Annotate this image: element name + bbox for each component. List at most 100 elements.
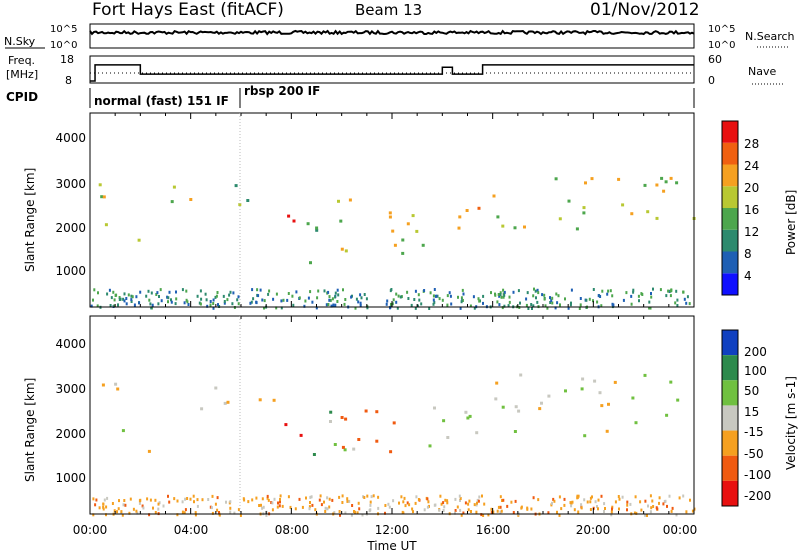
velocity-cell [350, 513, 353, 517]
power-colorbar-swatch [722, 273, 738, 295]
velocity-cell [117, 507, 120, 511]
power-cell [630, 212, 634, 216]
x-axis-labels: 00:00 04:00 08:00 12:00 16:00 20:00 00:0… [73, 523, 698, 537]
velocity-cell [520, 505, 523, 509]
power-cell [330, 304, 333, 308]
velocity-cell [279, 494, 282, 498]
velocity-cell [369, 503, 372, 507]
power-cell [323, 289, 326, 293]
velocity-cell [671, 506, 674, 510]
velocity-cell [682, 494, 685, 498]
power-cell [181, 288, 184, 292]
velocity-cell [311, 503, 314, 507]
velocity-cell [183, 511, 186, 515]
power-cbar-tick-24: 24 [744, 159, 759, 173]
power-colorbar-swatch [722, 164, 738, 187]
velocity-cell [618, 507, 620, 511]
power-cell [473, 306, 476, 310]
velocity-cells [92, 373, 696, 517]
power-cell [187, 303, 190, 306]
power-cell [585, 298, 588, 302]
velocity-cell [102, 502, 105, 506]
velocity-cell [563, 497, 566, 501]
power-cell [513, 226, 517, 230]
power-cell [337, 199, 340, 203]
velocity-cell [105, 513, 107, 517]
power-cell [457, 226, 461, 230]
velocity-cell [266, 496, 269, 500]
velocity-cell [136, 511, 139, 515]
power-cell [578, 307, 581, 310]
power-cell [646, 210, 650, 214]
velocity-cell [558, 495, 561, 499]
power-cell [592, 288, 595, 291]
power-cell [559, 303, 561, 307]
velocity-cell [665, 413, 669, 417]
power-cell [597, 294, 600, 298]
power-cell [199, 302, 202, 306]
velocity-cell [594, 500, 597, 504]
power-cell [114, 294, 117, 297]
power-cbar-tick-28: 28 [744, 137, 759, 151]
velocity-cell [116, 387, 120, 391]
x-axis-label: Time UT [366, 539, 417, 553]
power-cell [131, 295, 134, 299]
velocity-cell [375, 439, 379, 443]
power-cell [418, 298, 421, 302]
power-cell [325, 303, 328, 307]
power-cell [482, 294, 485, 298]
power-cell [122, 297, 125, 301]
velocity-cell [129, 497, 132, 501]
power-cell [433, 288, 436, 291]
velocity-cell [308, 507, 311, 511]
power-cell [461, 299, 464, 302]
power-cell [557, 294, 560, 298]
velocity-cell [210, 506, 213, 510]
power-colorbar-ticks: 4 8 12 16 20 24 28 [744, 137, 759, 283]
power-cell [643, 183, 647, 187]
velocity-cell [194, 513, 197, 517]
power-cell [167, 296, 170, 300]
velocity-cell [214, 386, 218, 390]
power-cell [676, 304, 679, 307]
power-cell [257, 294, 260, 298]
power-cell [590, 177, 594, 181]
velocity-cell [537, 498, 540, 502]
power-cell [621, 203, 625, 207]
velocity-cell [640, 508, 643, 512]
power-cell [537, 291, 540, 295]
velocity-cell [583, 434, 587, 438]
velocity-cell [255, 496, 258, 500]
power-cell [410, 303, 413, 307]
velocity-cell [631, 396, 635, 400]
velocity-cell [626, 508, 628, 512]
power-cell [543, 293, 546, 297]
velocity-yticks: 1000 2000 3000 4000 [55, 337, 86, 485]
power-cell [503, 290, 506, 294]
velocity-cell [294, 507, 297, 511]
velocity-cell [344, 511, 347, 515]
frequency-trace [90, 64, 694, 82]
xtick-0800: 08:00 [275, 523, 310, 537]
velocity-cell [497, 505, 500, 509]
velocity-cell [443, 505, 446, 509]
power-cbar-tick-8: 8 [744, 247, 752, 261]
power-cell [109, 304, 112, 307]
velocity-cell [635, 511, 638, 515]
velocity-cell [113, 509, 116, 513]
velocity-cell [328, 497, 331, 501]
velocity-cell [650, 506, 653, 510]
power-cell [334, 303, 337, 307]
power-cell [662, 189, 666, 193]
power-cell [327, 303, 330, 306]
power-cell [399, 295, 402, 299]
velocity-cell [271, 501, 274, 505]
power-cell [337, 293, 340, 297]
power-cell [543, 297, 546, 301]
velocity-cell [438, 508, 441, 512]
velocity-cell [400, 495, 403, 499]
velocity-cell [338, 495, 341, 499]
power-cell [340, 247, 344, 251]
power-cell [435, 294, 438, 298]
